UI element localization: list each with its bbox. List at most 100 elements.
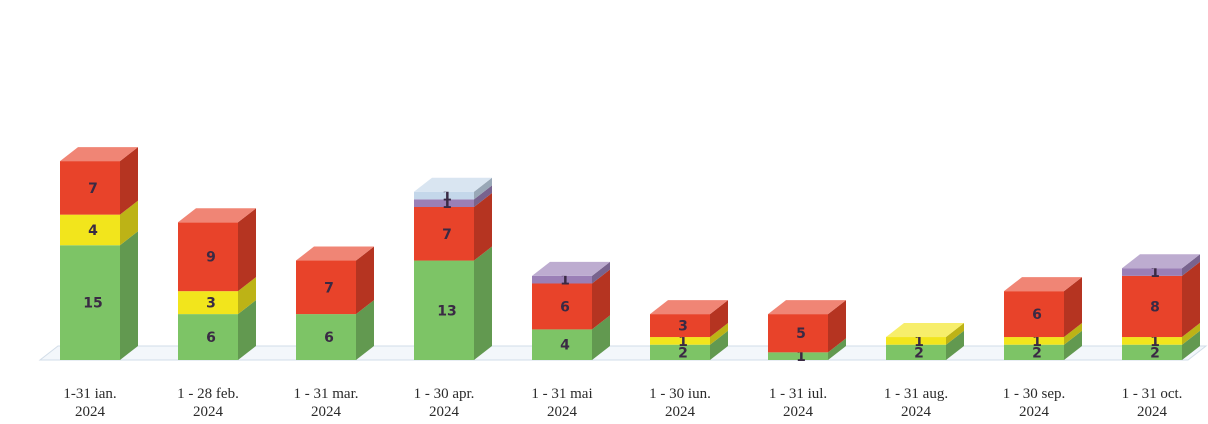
- bar-segment: 1: [1122, 254, 1200, 281]
- bar-segment: 5: [768, 300, 846, 353]
- bar-front: [414, 207, 474, 261]
- bar-segment: 13: [414, 246, 492, 360]
- bar-segment: 1: [532, 261, 610, 289]
- bar-value-label: 1: [442, 189, 452, 205]
- bar-segment: 8: [1122, 261, 1200, 338]
- bar-segment: 9: [178, 208, 256, 292]
- bar-value-label: 15: [83, 296, 102, 312]
- x-tick-label-line: 1-31 ian.: [63, 386, 116, 402]
- bar-stack: 21 6: [1004, 277, 1082, 361]
- bar-top: [650, 300, 728, 315]
- bar-top: [296, 246, 374, 261]
- bar-front: [1004, 337, 1064, 345]
- bar-segment: 6: [532, 269, 610, 330]
- bar-front: [650, 337, 710, 345]
- x-tick-label-line: 1 - 31 mai: [531, 386, 592, 402]
- x-tick-label: 1 - 28 feb. 2024: [177, 386, 239, 420]
- x-tick-label: 1-31 ian. 2024: [63, 386, 116, 420]
- bar-front: [650, 314, 710, 338]
- bar-stack: 6 3 9: [178, 208, 256, 360]
- x-tick-label-line: 2024: [901, 404, 932, 420]
- bar-segment: 4: [532, 315, 610, 360]
- bar-side: [828, 338, 846, 360]
- bar-value-label: 1: [1150, 265, 1160, 281]
- x-tick-label: 1 - 31 mar. 2024: [294, 386, 359, 420]
- x-tick-label-line: 2024: [547, 404, 578, 420]
- x-tick-label-line: 1 - 31 mar.: [294, 386, 359, 402]
- bar-top: [60, 147, 138, 162]
- bar-front: [1122, 275, 1182, 338]
- bar-side: [238, 277, 256, 315]
- bar-front: [886, 344, 946, 360]
- bar-side: [1064, 323, 1082, 345]
- bar-stack: 15: [768, 300, 846, 365]
- bar-value-label: 6: [206, 330, 216, 346]
- bar-side: [946, 323, 964, 345]
- bar-segment: 1: [1122, 323, 1200, 350]
- bar-top: [768, 300, 846, 315]
- x-tick-label-line: 2024: [1137, 404, 1168, 420]
- x-tick-label: 1 - 31 iul. 2024: [769, 386, 827, 420]
- bar-stack: 213: [650, 300, 728, 361]
- bar-top: [414, 177, 492, 192]
- bar-front: [414, 191, 474, 200]
- bar-top: [532, 261, 610, 276]
- bar-segment: 6: [178, 300, 256, 360]
- bar-front: [532, 329, 592, 360]
- bar-side: [946, 330, 964, 360]
- bar-segment: 3: [650, 300, 728, 338]
- bar-segment: 3: [178, 277, 256, 315]
- bar-front: [1004, 291, 1064, 338]
- bar-value-label: 8: [1150, 299, 1160, 315]
- bar-value-label: 1: [442, 196, 452, 212]
- x-tick-label: 1 - 30 apr. 2024: [414, 386, 475, 420]
- bar-side: [238, 208, 256, 292]
- bar-top: [1004, 277, 1082, 292]
- bar-segment: 6: [296, 300, 374, 360]
- bar-segment: 2: [650, 330, 728, 361]
- bar-side: [592, 315, 610, 360]
- x-tick-label-line: 1 - 31 iul.: [769, 386, 827, 402]
- bar-front: [60, 161, 120, 215]
- bar-segment: 7: [414, 193, 492, 261]
- bar-side: [238, 300, 256, 360]
- bar-front: [532, 283, 592, 330]
- bar-front: [178, 291, 238, 315]
- bar-side: [474, 246, 492, 360]
- bar-front: [886, 337, 946, 345]
- x-tick-label: 1 - 30 iun. 2024: [649, 386, 711, 420]
- bar-top: [1122, 254, 1200, 269]
- x-tick-label-line: 1 - 28 feb.: [177, 386, 239, 402]
- bar-segment: 1: [414, 177, 492, 205]
- x-tick-label: 1 - 31 oct. 2024: [1122, 386, 1183, 420]
- bar-value-label: 1: [560, 273, 570, 289]
- bar-front: [1004, 344, 1064, 360]
- x-tick-label-line: 2024: [665, 404, 696, 420]
- bar-side: [120, 200, 138, 246]
- x-tick-label-line: 2024: [193, 404, 224, 420]
- bar-value-label: 2: [914, 345, 924, 361]
- x-tick-label: 1 - 30 sep. 2024: [1003, 386, 1066, 420]
- x-tick-label: 1 - 31 mai 2024: [531, 386, 592, 420]
- bar-front: [414, 199, 474, 207]
- bar-front: [1122, 268, 1182, 276]
- bar-front: [532, 275, 592, 284]
- bar-side: [1182, 254, 1200, 276]
- bar-side: [356, 246, 374, 315]
- x-tick-label: 1 - 31 aug. 2024: [884, 386, 948, 420]
- bar-value-label: 6: [560, 299, 570, 315]
- bar-side: [828, 300, 846, 353]
- bar-value-label: 6: [1032, 307, 1042, 323]
- bar-segment: 1: [414, 185, 492, 212]
- bar-segment: 2: [1122, 330, 1200, 361]
- x-tick-label-line: 2024: [783, 404, 814, 420]
- bar-side: [474, 185, 492, 207]
- x-tick-label-line: 1 - 30 apr.: [414, 386, 475, 402]
- bar-segment: 6: [1004, 277, 1082, 338]
- bar-front: [768, 314, 828, 353]
- x-axis-labels: 1-31 ian. 2024 1 - 28 feb. 2024 1 - 31 mar. 2…: [63, 386, 1182, 420]
- bar-top: [178, 208, 256, 223]
- bar-front: [768, 352, 828, 360]
- bar-segment: 1: [886, 323, 964, 350]
